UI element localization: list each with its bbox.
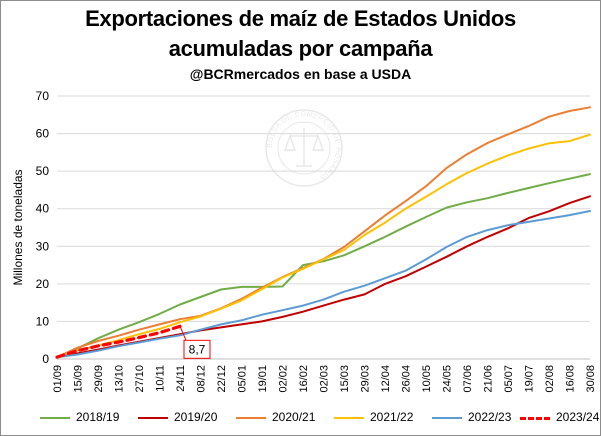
x-tick-label: 05/01	[237, 365, 249, 393]
annotation-box	[183, 339, 211, 359]
legend-label: 2019/20	[174, 410, 218, 424]
x-tick-label: 26/04	[401, 365, 413, 393]
x-tick-label: 13/10	[114, 365, 126, 393]
x-tick-label: 30/08	[585, 365, 597, 393]
series-line-2021-22	[56, 133, 591, 359]
legend-swatch	[40, 417, 70, 419]
y-tick-label: 60	[36, 127, 50, 141]
x-tick-label: 12/04	[380, 365, 392, 393]
x-tick-label: 02/02	[278, 365, 290, 393]
watermark-seal: BOLSA DE COMERCIO DE ROSARIO	[265, 109, 343, 187]
x-tick-label: 19/01	[257, 365, 269, 393]
watermark-scales-icon	[284, 128, 324, 167]
x-tick-label: 15/09	[73, 365, 85, 393]
x-tick-label: 21/06	[483, 365, 495, 393]
x-tick-label: 05/07	[503, 365, 515, 393]
x-tick-label: 24/05	[442, 365, 454, 393]
y-axis-label: Millones de toneladas	[11, 169, 25, 285]
legend-label: 2021/22	[370, 410, 414, 424]
x-tick-label: 16/08	[565, 365, 577, 393]
x-tick-label: 02/08	[544, 365, 556, 393]
x-tick-label: 24/11	[175, 365, 187, 392]
legend-swatch	[334, 417, 364, 419]
legend-label: 2022/23	[468, 410, 512, 424]
y-tick-label: 20	[36, 277, 50, 291]
x-tick-label: 16/02	[298, 365, 310, 393]
x-tick-label: 10/11	[155, 365, 167, 392]
y-tick-label: 10	[36, 314, 50, 328]
series-line-2023-24	[55, 324, 182, 359]
legend-swatch	[520, 417, 550, 420]
x-tick-label: 19/07	[524, 365, 536, 393]
y-tick-label: 70	[36, 89, 50, 103]
legend-label: 2020/21	[272, 410, 316, 424]
watermark-ring-outer	[265, 109, 343, 187]
legend-swatch	[236, 417, 266, 419]
x-tick-label: 10/05	[421, 365, 433, 393]
series-line-2019-20	[56, 195, 591, 359]
x-tick-label: 15/03	[339, 365, 351, 393]
watermark-ring-inner	[277, 121, 331, 175]
series-line-2022-23	[56, 210, 591, 359]
chart-subtitle: @BCRmercados en base a USDA	[189, 66, 412, 82]
x-tick-label: 27/10	[134, 365, 146, 393]
annotation-label: 8,7	[189, 342, 206, 356]
series-line-2020-21	[56, 106, 591, 359]
y-tick-label: 40	[36, 202, 50, 216]
legend-swatch	[138, 417, 168, 419]
x-tick-label: 08/12	[196, 365, 208, 393]
annotation-leader	[179, 326, 187, 341]
x-tick-label: 02/03	[319, 365, 331, 393]
chart-legend: 2018/19 2019/20 2020/21 2021/22 2022/23 2023/…	[0, 408, 601, 430]
x-tick-label: 29/03	[360, 365, 372, 393]
y-tick-label: 30	[36, 239, 50, 253]
x-tick-label: 07/06	[462, 365, 474, 393]
chart-title-line2: acumuladas por campaña	[168, 36, 433, 61]
y-tick-label: 0	[42, 352, 49, 366]
series-line-2018-19	[56, 173, 591, 359]
legend-label: 2018/19	[76, 410, 120, 424]
legend-swatch	[432, 417, 462, 419]
x-tick-label: 29/09	[93, 365, 105, 393]
x-tick-label: 22/12	[216, 365, 228, 393]
legend-label: 2023/24	[556, 410, 600, 424]
chart-title-line1: Exportaciones de maíz de Estados Unidos	[85, 6, 516, 31]
y-tick-label: 50	[36, 164, 50, 178]
x-tick-label: 01/09	[52, 365, 64, 393]
